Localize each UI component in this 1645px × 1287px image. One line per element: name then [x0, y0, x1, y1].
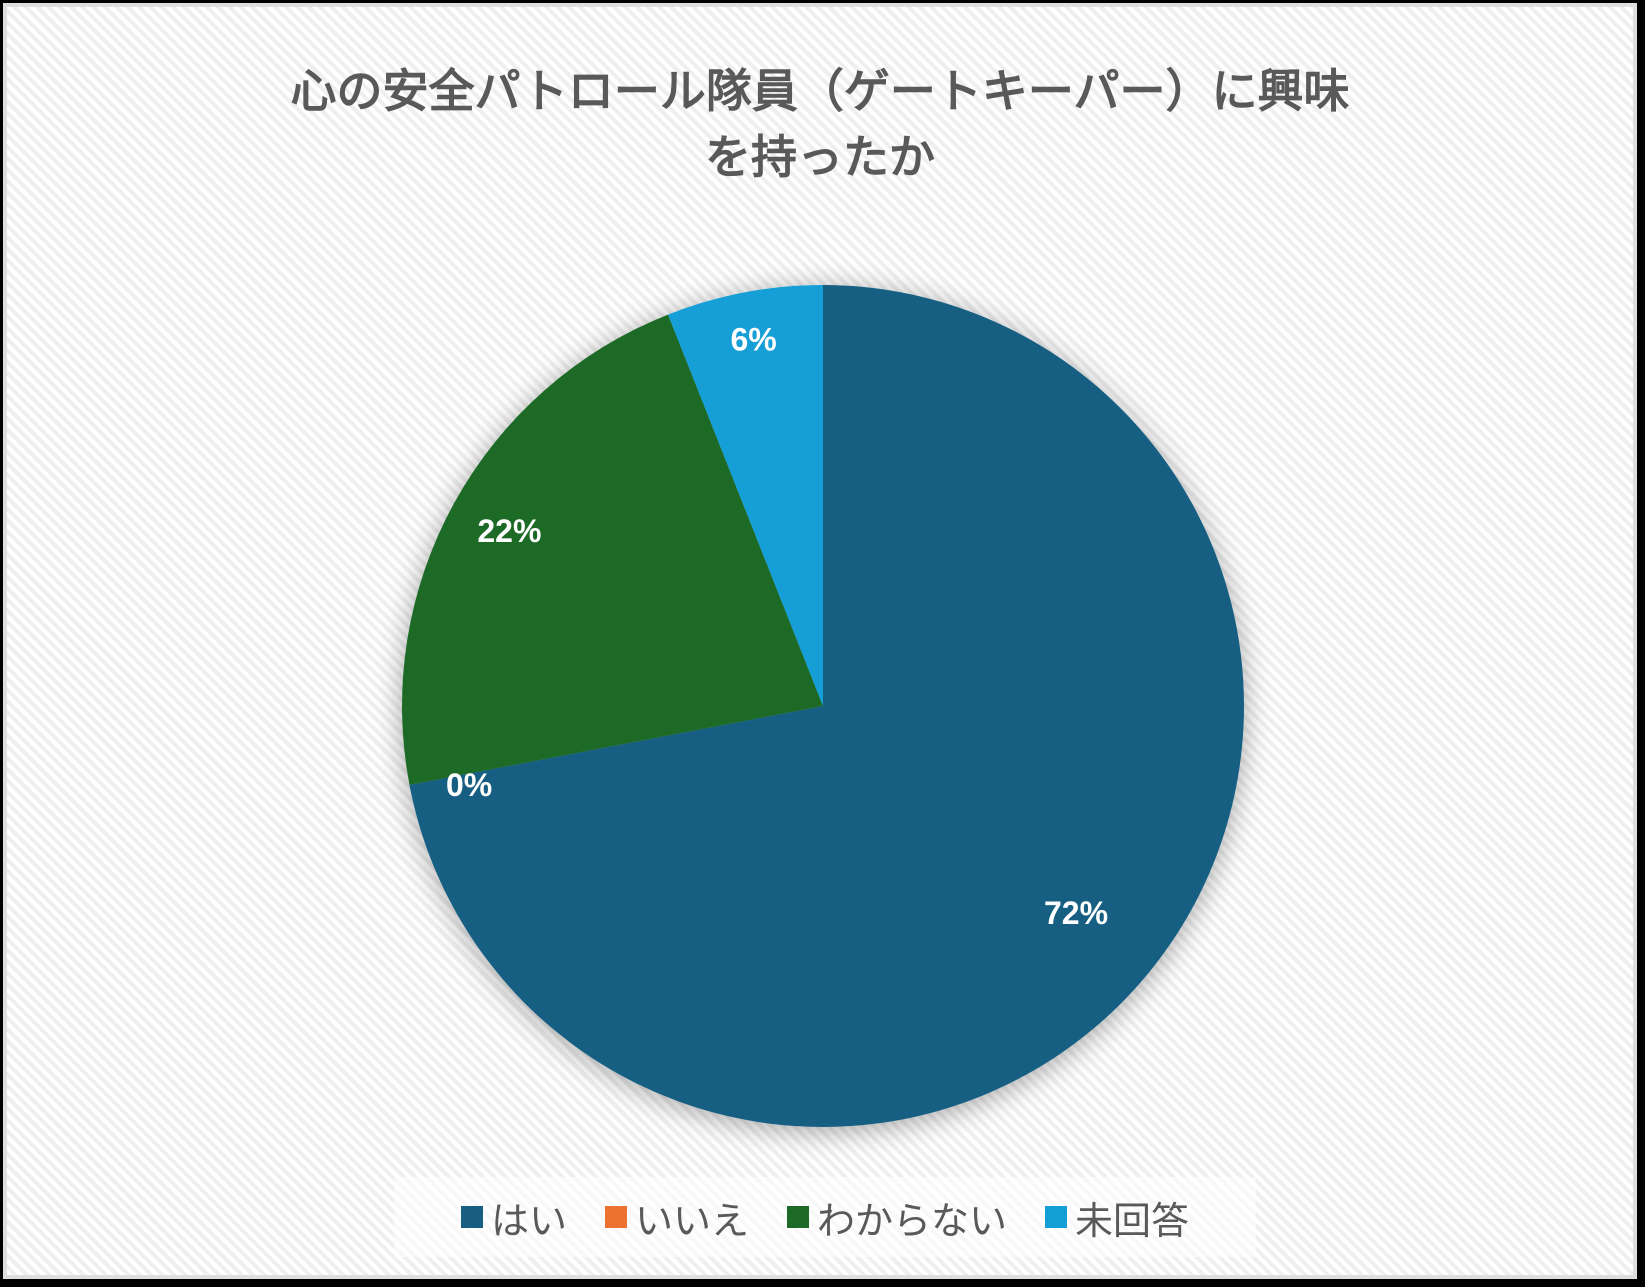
pie-slice-yes[interactable]: [409, 285, 1245, 1127]
data-label-no-answer: 6%: [730, 322, 776, 358]
pie-labels: 72% 0% 22% 6%: [446, 322, 1108, 931]
pie-chart: 72% 0% 22% 6%: [402, 285, 1245, 1127]
pie-slice-unsure[interactable]: [402, 314, 823, 785]
chart-title-line-1: 心の安全パトロール隊員（ゲートキーパー）に興味: [290, 64, 1350, 118]
legend-swatch-yes: [460, 1206, 483, 1228]
legend: はい いいえ わからない 未回答: [394, 1177, 1256, 1257]
chart-frame: 心の安全パトロール隊員（ゲートキーパー）に興味 を持ったか 72% 0% 22% 6%…: [3, 3, 1637, 1279]
legend-item-no[interactable]: いいえ: [604, 1190, 749, 1245]
chart-area: 心の安全パトロール隊員（ゲートキーパー）に興味 を持ったか 72% 0% 22% 6%…: [7, 7, 1633, 1275]
pie-slice-no-answer[interactable]: [668, 285, 823, 706]
chart-title-line-2: を持ったか: [705, 130, 935, 184]
legend-item-no-answer[interactable]: 未回答: [1045, 1190, 1189, 1245]
legend-label-no-answer: 未回答: [1075, 1198, 1190, 1243]
legend-swatch-no: [604, 1206, 627, 1228]
legend-label-no: いいえ: [634, 1198, 749, 1243]
data-label-yes: 72%: [1044, 895, 1108, 931]
legend-label-yes: はい: [490, 1198, 567, 1243]
legend-label-unsure: わからない: [817, 1198, 1008, 1243]
data-label-unsure: 22%: [477, 513, 541, 549]
legend-swatch-no-answer: [1045, 1206, 1068, 1228]
legend-item-yes[interactable]: はい: [460, 1190, 567, 1245]
pie-slices: [402, 285, 1245, 1127]
legend-item-unsure[interactable]: わからない: [787, 1190, 1007, 1245]
legend-swatch-unsure: [787, 1206, 809, 1228]
data-label-no: 0%: [446, 767, 492, 803]
